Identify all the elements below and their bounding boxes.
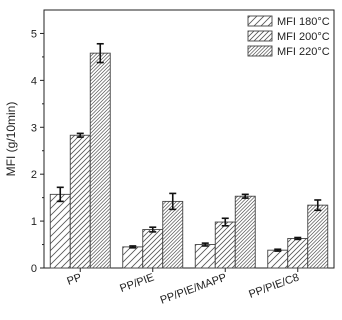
bar [89,52,111,269]
x-tick-label: PP [65,272,83,288]
legend-label: MFI 220°C [277,46,330,58]
y-tick-label: 3 [31,122,37,134]
legend-swatch [247,45,273,57]
bar [194,244,216,269]
bar [234,195,256,269]
y-tick-label: 2 [31,169,37,181]
bar-series [49,42,329,269]
y-tick-label: 5 [31,28,37,40]
y-tick-label: 0 [31,263,37,275]
bar [307,204,329,269]
bar [267,249,289,269]
plot-area [43,9,335,269]
bar [142,229,164,269]
bar [122,246,144,269]
legend-swatch [247,15,273,27]
x-tick-label: PP/PIE/MAPP [159,272,229,307]
legend: MFI 180°C MFI 200°C MFI 220°C [247,15,330,58]
y-tick-label: 4 [31,75,37,87]
y-tick-label: 1 [31,216,37,228]
legend-label: MFI 200°C [277,31,330,43]
bar [214,221,236,269]
bar [287,237,309,269]
legend-swatch [247,30,273,42]
y-axis-ticks: 0 1 2 3 4 5 [31,28,44,275]
legend-label: MFI 180°C [277,16,330,28]
x-tick-label: PP/PIE/C8 [247,272,301,301]
x-axis-ticks: PP PP/PIE PP/PIE/MAPP PP/PIE/C8 [65,268,301,307]
bar [49,193,71,269]
y-axis-title: MFI (g/10min) [4,102,18,177]
bar [162,200,184,269]
x-tick-label: PP/PIE [118,272,155,295]
bar [69,134,91,269]
